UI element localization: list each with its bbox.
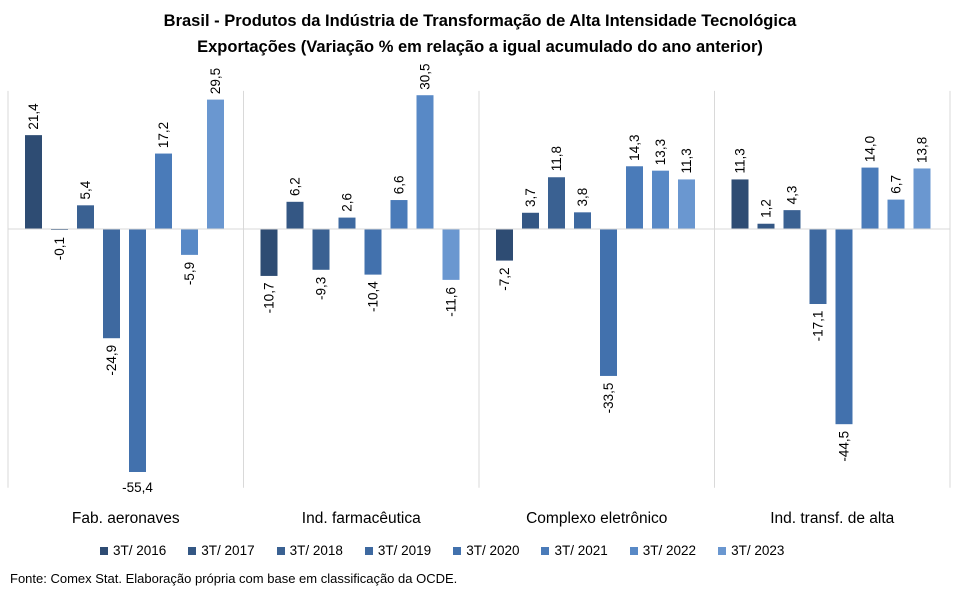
data-label: 13,3 — [653, 139, 668, 165]
bar — [442, 229, 460, 280]
legend-swatch — [364, 546, 373, 555]
data-label: 6,7 — [889, 175, 904, 194]
legend-label: 3T/ 2020 — [466, 543, 520, 558]
bar — [757, 223, 775, 229]
bar — [600, 229, 617, 376]
legend-item: 3T/ 2023 — [718, 543, 784, 558]
bar — [338, 217, 356, 229]
legend-swatch — [276, 546, 285, 555]
legend-swatch — [453, 546, 462, 555]
bar — [678, 179, 695, 229]
legend-item: 3T/ 2016 — [100, 543, 166, 558]
bar — [129, 229, 146, 472]
data-label: 5,4 — [78, 180, 93, 199]
data-label: -11,6 — [444, 287, 459, 317]
legend-swatch — [629, 546, 638, 555]
legend-swatch — [188, 546, 197, 555]
bar — [783, 210, 801, 229]
bar — [181, 229, 198, 255]
data-label: -7,2 — [497, 268, 512, 291]
legend-swatch — [100, 546, 108, 555]
legend-label: 3T/ 2019 — [377, 543, 432, 558]
data-label: 11,8 — [549, 146, 564, 171]
data-label: 17,2 — [156, 122, 171, 148]
data-label: 30,5 — [418, 63, 433, 89]
data-label: -55,4 — [122, 480, 153, 495]
legend-item: 3T/ 2022 — [629, 543, 697, 558]
bar — [913, 168, 931, 229]
bar — [260, 229, 278, 276]
bar — [809, 229, 827, 305]
category-label: Ind. transf. de alta — [770, 510, 894, 527]
bar — [835, 229, 853, 425]
category-label: Complexo eletrônico — [526, 510, 667, 527]
data-label: 2,6 — [340, 193, 355, 212]
data-label: 11,3 — [733, 148, 748, 173]
bar — [25, 135, 42, 229]
data-label: 13,8 — [915, 137, 930, 163]
data-label: 1,2 — [759, 199, 774, 218]
legend-label: 3T/ 2022 — [642, 543, 697, 558]
data-label: -10,4 — [366, 281, 381, 312]
bar — [574, 212, 591, 229]
legend-label: 3T/ 2017 — [201, 543, 255, 558]
legend-swatch — [541, 546, 550, 555]
legend-item: 3T/ 2019 — [364, 543, 432, 558]
chart-subtitle: Exportações (Variação % em relação a igu… — [197, 38, 763, 56]
bar — [652, 170, 669, 229]
data-label: 14,3 — [627, 135, 642, 161]
data-label: -10,7 — [262, 283, 277, 314]
data-label: 4,3 — [785, 186, 800, 205]
legend: 3T/ 2016 3T/ 2017 3T/ 2018 3T/ 2019 3T/ 2020… — [100, 543, 806, 558]
data-label: 6,2 — [288, 177, 303, 196]
legend-item: 3T/ 2021 — [541, 543, 608, 558]
data-label: 3,8 — [575, 188, 590, 207]
bar — [390, 200, 408, 229]
bar — [77, 205, 94, 229]
bar — [207, 99, 224, 229]
legend-label: 3T/ 2018 — [289, 543, 343, 558]
bar — [416, 95, 434, 229]
bar — [548, 177, 565, 229]
source-note: Fonte: Comex Stat. Elaboração própria co… — [10, 571, 458, 586]
legend-label: 3T/ 2016 — [113, 543, 167, 558]
data-label: 3,7 — [523, 188, 538, 207]
data-label: -17,1 — [811, 311, 826, 342]
data-label: -44,5 — [837, 431, 852, 462]
data-label: 6,6 — [392, 175, 407, 194]
data-label: -0,1 — [52, 237, 67, 260]
bar — [103, 229, 120, 339]
bar — [155, 153, 172, 229]
bar — [496, 229, 513, 261]
data-label: 29,5 — [208, 68, 223, 94]
bar — [286, 201, 304, 229]
bar — [887, 199, 905, 229]
category-label: Ind. farmacêutica — [302, 510, 421, 527]
bar — [861, 167, 879, 229]
legend-label: 3T/ 2021 — [554, 543, 608, 558]
chart-title: Brasil - Produtos da Indústria de Transf… — [163, 12, 797, 30]
data-label: 21,4 — [26, 103, 41, 130]
legend-swatch — [718, 546, 727, 555]
data-label: 11,3 — [679, 148, 694, 173]
legend-item: 3T/ 2018 — [276, 543, 343, 558]
legend-item: 3T/ 2017 — [188, 543, 255, 558]
category-label: Fab. aeronaves — [72, 510, 180, 527]
data-label: -24,9 — [104, 345, 119, 376]
data-label: 14,0 — [863, 136, 878, 162]
data-label: -5,9 — [182, 262, 197, 285]
bar — [364, 229, 382, 275]
data-label: -33,5 — [601, 383, 616, 414]
bar — [626, 166, 643, 229]
bar — [522, 212, 539, 229]
legend-label: 3T/ 2023 — [731, 543, 785, 558]
legend-item: 3T/ 2020 — [453, 543, 519, 558]
data-label: -9,3 — [314, 277, 329, 300]
bar — [312, 229, 330, 270]
bar — [731, 179, 749, 229]
